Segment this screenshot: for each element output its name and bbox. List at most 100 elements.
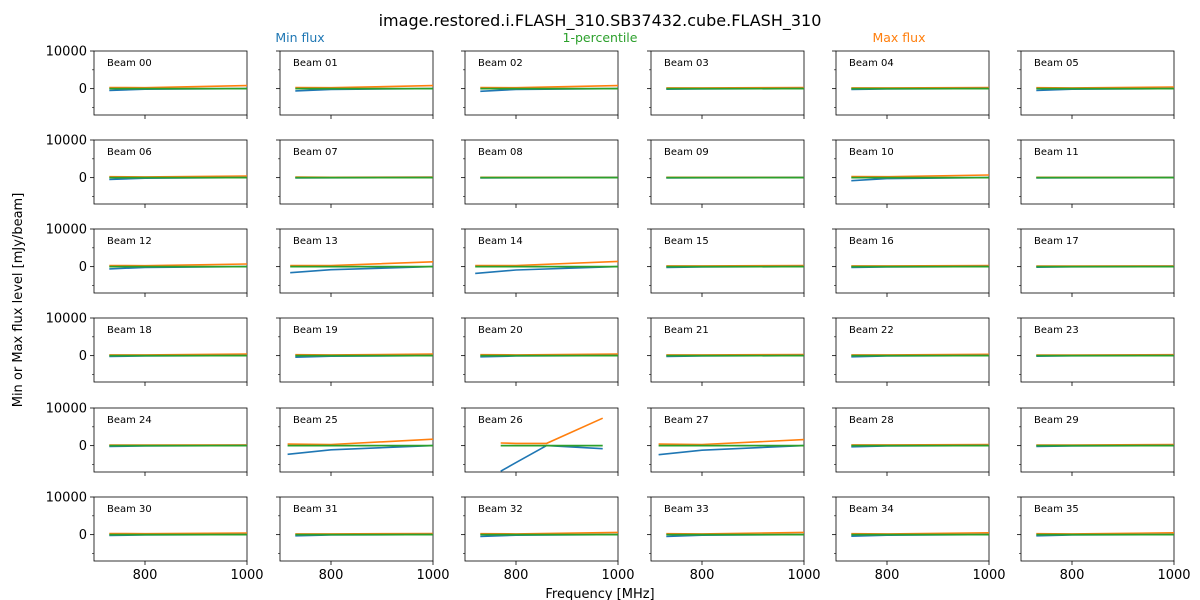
panel-label: Beam 28 — [849, 415, 894, 426]
y-tick-label: 10000 — [46, 134, 87, 149]
x-tick-label: 800 — [875, 568, 900, 583]
y-tick-label: 10000 — [46, 491, 87, 506]
panel-frame — [650, 317, 805, 383]
panel-label: Beam 14 — [478, 236, 523, 247]
max-flux-line — [109, 532, 248, 535]
panel-label: Beam 03 — [664, 58, 709, 69]
min-flux-line — [287, 444, 434, 456]
panel-frame — [1020, 496, 1175, 562]
panel: Beam 07 — [276, 139, 434, 208]
panel-label: Beam 21 — [664, 325, 709, 336]
panel-label: Beam 22 — [849, 325, 894, 336]
panel: Beam 03 — [647, 50, 805, 119]
panel-label: Beam 04 — [849, 58, 894, 69]
panel: Beam 11 — [1017, 139, 1175, 208]
y-tick-label: 0 — [79, 439, 87, 454]
panel: Beam 30 0 10000 800 1000 — [46, 491, 264, 584]
figure-title: image.restored.i.FLASH_310.SB37432.cube.… — [379, 11, 822, 31]
panel-label: Beam 30 — [107, 504, 152, 515]
panel-frame — [464, 317, 619, 383]
min-flux-line — [658, 444, 805, 456]
panel: Beam 09 — [647, 139, 805, 208]
panel: Beam 08 — [461, 139, 619, 208]
panel-label: Beam 25 — [293, 415, 338, 426]
panel-label: Beam 09 — [664, 147, 709, 158]
panel-label: Beam 10 — [849, 147, 894, 158]
panel-frame — [1020, 317, 1175, 383]
panel-label: Beam 07 — [293, 147, 338, 158]
panel-label: Beam 01 — [293, 58, 338, 69]
legend-1-percentile: 1-percentile — [563, 30, 638, 45]
x-tick-label: 800 — [133, 568, 158, 583]
panel-label: Beam 20 — [478, 325, 523, 336]
panel-label: Beam 12 — [107, 236, 152, 247]
y-tick-label: 0 — [79, 349, 87, 364]
max-flux-line — [475, 260, 619, 267]
panel-label: Beam 26 — [478, 415, 523, 426]
min-flux-line — [475, 265, 619, 275]
panel: Beam 15 — [647, 228, 805, 297]
panel-label: Beam 31 — [293, 504, 338, 515]
y-tick-label: 0 — [79, 82, 87, 97]
panel: Beam 28 — [832, 407, 990, 476]
panel: Beam 25 — [276, 407, 434, 476]
y-tick-label: 10000 — [46, 402, 87, 417]
panel: Beam 29 — [1017, 407, 1175, 476]
min-flux-line — [290, 265, 434, 274]
panel: Beam 04 — [832, 50, 990, 119]
panel-label: Beam 17 — [1034, 236, 1079, 247]
y-tick-label: 10000 — [46, 312, 87, 327]
panel-label: Beam 15 — [664, 236, 709, 247]
legend-max-flux: Max flux — [872, 30, 925, 45]
panel-frame — [1020, 228, 1175, 294]
panel: Beam 27 — [647, 407, 805, 476]
panel-label: Beam 05 — [1034, 58, 1079, 69]
panel: Beam 02 — [461, 50, 619, 119]
panel-frame — [464, 228, 619, 294]
x-tick-label: 800 — [1060, 568, 1085, 583]
panel-frame — [464, 139, 619, 205]
panel: Beam 13 — [276, 228, 434, 297]
panel-label: Beam 18 — [107, 325, 152, 336]
panel-frame — [279, 317, 434, 383]
panel-label: Beam 35 — [1034, 504, 1079, 515]
panel-label: Beam 23 — [1034, 325, 1079, 336]
panel-label: Beam 32 — [478, 504, 523, 515]
panel-frame — [835, 50, 990, 116]
panel-frame — [835, 407, 990, 473]
panel: Beam 17 — [1017, 228, 1175, 297]
panel: Beam 06 0 10000 — [46, 134, 248, 208]
panel: Beam 20 — [461, 317, 619, 386]
panel-frame — [835, 317, 990, 383]
panel-frame — [650, 50, 805, 116]
max-flux-line — [658, 438, 805, 446]
panel: Beam 33 800 1000 — [647, 496, 821, 583]
panel: Beam 31 800 1000 — [276, 496, 450, 583]
panel: Beam 22 — [832, 317, 990, 386]
panel-label: Beam 33 — [664, 504, 709, 515]
y-tick-label: 10000 — [46, 223, 87, 238]
panel-frame — [93, 407, 248, 473]
y-tick-label: 0 — [79, 171, 87, 186]
x-tick-label: 800 — [319, 568, 344, 583]
x-tick-label: 1000 — [416, 568, 449, 583]
x-tick-label: 800 — [504, 568, 529, 583]
y-tick-label: 0 — [79, 260, 87, 275]
panel: Beam 01 — [276, 50, 434, 119]
panel-label: Beam 13 — [293, 236, 338, 247]
panel: Beam 14 — [461, 228, 619, 297]
panel-frame — [1020, 50, 1175, 116]
panel: Beam 34 800 1000 — [832, 496, 1006, 583]
panel: Beam 10 — [832, 139, 990, 208]
panel-frame — [835, 228, 990, 294]
panel-label: Beam 34 — [849, 504, 894, 515]
panel: Beam 32 800 1000 — [461, 496, 635, 583]
max-flux-line — [287, 438, 434, 446]
panel-frame — [835, 139, 990, 205]
panel-label: Beam 29 — [1034, 415, 1079, 426]
panel: Beam 26 — [461, 407, 619, 476]
panel-label: Beam 24 — [107, 415, 152, 426]
panel-label: Beam 06 — [107, 147, 152, 158]
x-tick-label: 1000 — [230, 568, 263, 583]
